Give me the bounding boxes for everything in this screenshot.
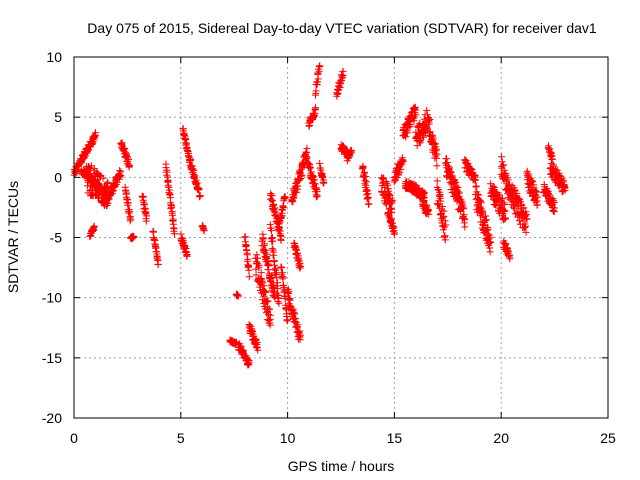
- data-point-cluster: [275, 193, 289, 231]
- y-axis-ticks: -20 -15 -10 -5 0 5 10: [42, 49, 608, 426]
- data-point-cluster: [333, 67, 347, 100]
- data-point-cluster: [284, 285, 304, 344]
- data-point-cluster: [177, 230, 191, 260]
- data-point-cluster: [179, 125, 193, 163]
- x-tick-label: 15: [387, 430, 403, 446]
- x-axis-ticks: 0 5 10 15 20 25: [70, 57, 616, 446]
- x-tick-label: 5: [177, 430, 185, 446]
- data-point-cluster: [418, 193, 433, 218]
- data-point-cluster: [378, 174, 396, 216]
- data-point-cluster: [540, 181, 558, 216]
- data-point-cluster: [523, 167, 542, 209]
- data-point-cluster: [226, 336, 240, 348]
- data-point-cluster: [234, 340, 253, 369]
- x-tick-label: 25: [600, 430, 616, 446]
- chart-title: Day 075 of 2015, Sidereal Day-to-day VTE…: [87, 20, 597, 36]
- data-point-cluster: [472, 182, 495, 256]
- y-tick-label: -15: [42, 350, 62, 366]
- data-point-cluster: [305, 104, 319, 130]
- y-tick-label: 0: [54, 169, 62, 185]
- y-tick-label: -20: [42, 410, 62, 426]
- data-point-cluster: [245, 321, 262, 354]
- data-point-cluster: [390, 154, 407, 186]
- data-point-cluster: [497, 153, 516, 209]
- data-point-cluster: [232, 290, 242, 300]
- data-point-cluster: [266, 221, 283, 307]
- data-point-cluster: [461, 156, 479, 184]
- data-point-cluster: [277, 263, 292, 325]
- x-tick-label: 20: [493, 430, 509, 446]
- data-point-cluster: [412, 106, 433, 150]
- data-point-cluster: [384, 209, 398, 238]
- data-point-cluster: [290, 239, 305, 272]
- data-point-cluster: [185, 155, 204, 201]
- data-point-cluster: [399, 103, 420, 141]
- y-tick-label: -10: [42, 290, 62, 306]
- data-point-cluster: [316, 159, 328, 187]
- data-point-cluster: [121, 183, 135, 225]
- data-point-cluster: [102, 167, 125, 207]
- grid-lines: [74, 57, 608, 418]
- data-point-cluster: [425, 116, 441, 170]
- data-point-cluster: [433, 177, 450, 244]
- data-point-cluster: [162, 160, 178, 238]
- y-tick-label: 5: [54, 109, 62, 125]
- data-point-cluster: [127, 232, 138, 243]
- data-point-cluster: [303, 153, 321, 201]
- data-point-cluster: [450, 176, 469, 231]
- data-point-cluster: [198, 222, 208, 235]
- y-tick-label: -5: [50, 230, 63, 246]
- data-point-cluster: [312, 62, 324, 99]
- data-point-cluster: [149, 227, 162, 269]
- data-point-cluster: [487, 180, 509, 224]
- data-point-cluster: [499, 237, 514, 263]
- data-point-cluster: [138, 192, 150, 225]
- x-tick-label: 0: [70, 430, 78, 446]
- data-point-cluster: [251, 251, 274, 329]
- data-point-cluster: [358, 162, 373, 208]
- x-tick-label: 10: [280, 430, 296, 446]
- data-points: [70, 62, 569, 369]
- data-point-cluster: [241, 233, 253, 281]
- data-point-cluster: [86, 222, 98, 240]
- data-point-cluster: [343, 146, 355, 165]
- data-point-cluster: [544, 142, 556, 163]
- data-point-cluster: [258, 230, 279, 301]
- data-point-cluster: [288, 144, 311, 206]
- x-axis-label: GPS time / hours: [288, 458, 395, 474]
- data-point-cluster: [117, 139, 133, 171]
- data-point-cluster: [508, 182, 531, 236]
- data-point-cluster: [83, 162, 112, 210]
- y-tick-label: 10: [46, 49, 62, 65]
- data-point-cluster: [546, 159, 569, 196]
- y-axis-label: SDTVAR / TECUs: [5, 181, 21, 293]
